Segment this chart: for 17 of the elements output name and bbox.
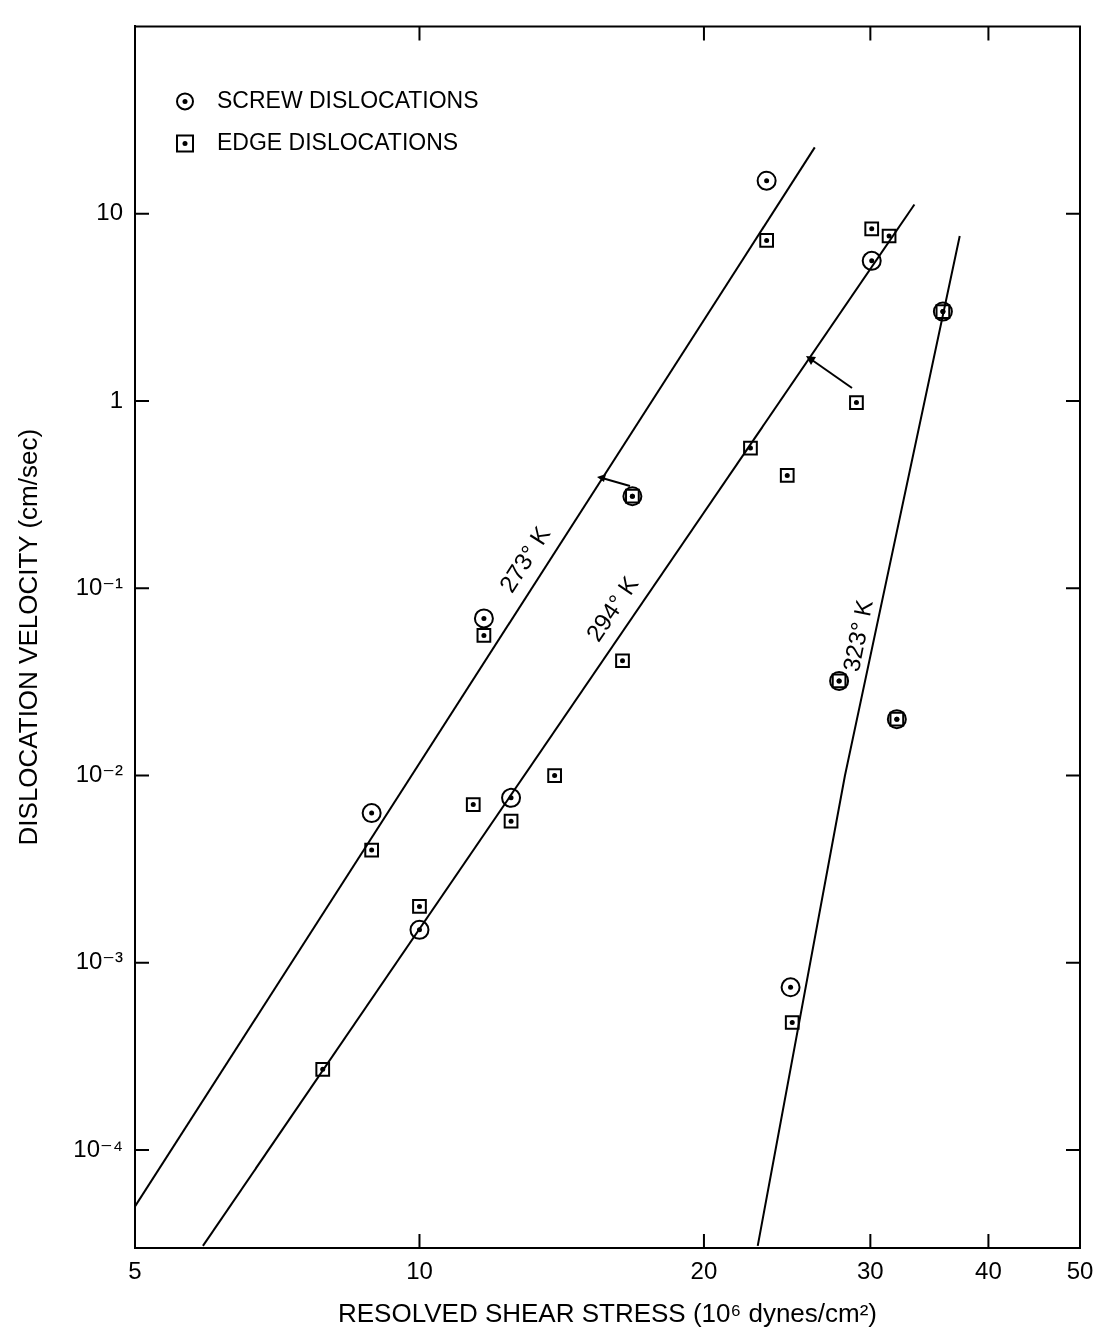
y-tick-label: 10 [96, 198, 123, 226]
x-tick-label: 50 [1066, 1257, 1094, 1285]
y-tick-label: 10⁻³ [75, 947, 123, 975]
x-tick-label: 20 [690, 1257, 718, 1285]
y-tick-label: 1 [109, 385, 123, 413]
y-tick-label: 10⁻¹ [75, 572, 123, 600]
x-tick-label: 40 [975, 1257, 1002, 1285]
y-tick-label: 10⁻² [75, 760, 123, 788]
x-tick-label: 5 [128, 1257, 142, 1285]
legend-label: EDGE DISLOCATIONS [217, 128, 459, 155]
text: 323° K [837, 597, 878, 674]
y-tick-label: 10⁻⁴ [73, 1134, 123, 1162]
x-tick-label: 10 [406, 1257, 433, 1285]
x-axis-title: RESOLVED SHEAR STRESS (10⁶ dynes/cm²) [337, 1297, 878, 1328]
y-axis-title: DISLOCATION VELOCITY (cm/sec) [12, 428, 43, 846]
x-tick-label: 30 [857, 1257, 884, 1285]
legend-label: SCREW DISLOCATIONS [217, 86, 479, 113]
